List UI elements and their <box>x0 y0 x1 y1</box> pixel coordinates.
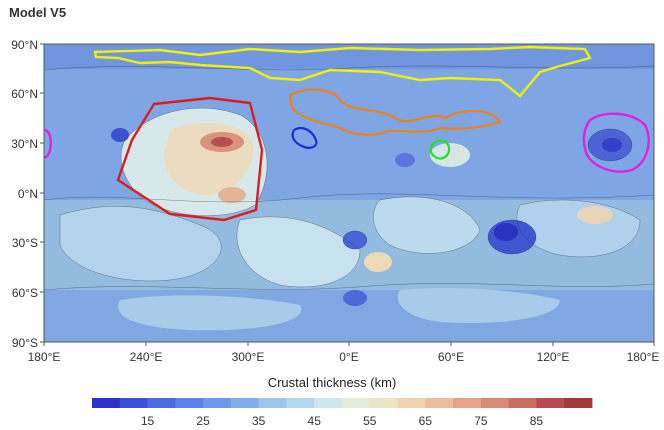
colorbar-tick-label: 35 <box>252 414 266 428</box>
blue-region-outline <box>291 126 318 149</box>
low-south-1 <box>343 290 367 306</box>
lon-label-240e: 240°E <box>130 350 163 364</box>
colorbar-title: Crustal thickness (km) <box>267 375 397 390</box>
tharsis-peak-3 <box>218 187 246 203</box>
colorbar-tick-label: 25 <box>196 414 210 428</box>
colorbar-cell <box>480 398 510 408</box>
colorbar-tick-label: 55 <box>363 414 377 428</box>
colorbar-tick-label: 45 <box>308 414 322 428</box>
colorbar-cell <box>397 398 426 408</box>
hellas-low-core <box>494 223 518 241</box>
warm-patch-mid <box>430 143 470 167</box>
lon-label-180e-right: 180°E <box>627 350 660 364</box>
colorbar-cell <box>230 398 260 408</box>
north-polar-yellow-outline <box>93 45 592 98</box>
colorbar-cell <box>508 398 537 408</box>
colorbar-cell <box>453 398 482 408</box>
lon-label-300e: 300°E <box>232 350 265 364</box>
highland-patch-2 <box>236 216 360 287</box>
warm-patch-south <box>364 252 392 272</box>
colorbar-cell <box>342 398 371 408</box>
warm-patch-east <box>577 206 613 224</box>
lat-label-60n: 60°N <box>11 87 38 101</box>
highland-patch-6 <box>397 288 560 324</box>
lat-label-90n: 90°N <box>11 38 38 52</box>
orange-basin-outline <box>288 88 502 137</box>
tharsis-peak-2 <box>211 137 233 147</box>
highland-patch-1 <box>60 206 222 281</box>
low-mid <box>395 153 415 167</box>
colorbar-cell <box>203 398 232 408</box>
lon-label-60e: 60°E <box>438 350 464 364</box>
colorbar-cell <box>425 398 454 408</box>
low-east-core <box>602 138 622 152</box>
colorbar-cell <box>369 398 398 408</box>
lon-label-0e: 0°E <box>339 350 358 364</box>
low-west <box>111 128 129 142</box>
lat-label-0n: 0°N <box>18 187 38 201</box>
colorbar-cell <box>286 398 315 408</box>
lat-label-30n: 30°N <box>11 137 38 151</box>
colorbar-tick-label: 65 <box>419 414 433 428</box>
magenta-region-outline <box>582 112 650 173</box>
colorbar-cell <box>175 398 204 408</box>
tharsis-red-outline <box>116 96 264 222</box>
highland-patch-5 <box>118 295 302 331</box>
colorbar-cell <box>147 398 176 408</box>
green-region-outline <box>429 139 451 160</box>
colorbar-cell <box>258 398 287 408</box>
colorbar-cell <box>314 398 343 408</box>
colorbar-tick-label: 15 <box>141 414 155 428</box>
lat-label-60s: 60°S <box>12 286 38 300</box>
magenta-region-outline-west <box>44 128 52 159</box>
low-argyre <box>343 231 367 249</box>
colorbar-cell <box>92 398 121 408</box>
colorbar-tick-label: 85 <box>530 414 544 428</box>
highland-patch-3 <box>373 196 480 254</box>
colorbar-cell <box>536 398 565 408</box>
colorbar-tick-label: 75 <box>474 414 488 428</box>
lon-label-120e: 120°E <box>537 350 570 364</box>
colorbar-cell <box>564 398 593 408</box>
lat-label-30s: 30°S <box>12 236 38 250</box>
map-title: Model V5 <box>9 5 67 20</box>
lat-label-90s: 90°S <box>12 336 38 350</box>
lon-label-180e-left: 180°E <box>28 350 61 364</box>
colorbar-cell <box>119 398 148 408</box>
